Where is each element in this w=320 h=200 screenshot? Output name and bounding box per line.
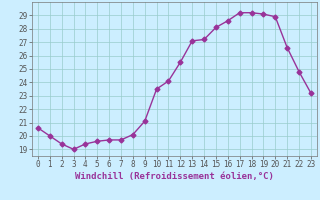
X-axis label: Windchill (Refroidissement éolien,°C): Windchill (Refroidissement éolien,°C)	[75, 172, 274, 181]
